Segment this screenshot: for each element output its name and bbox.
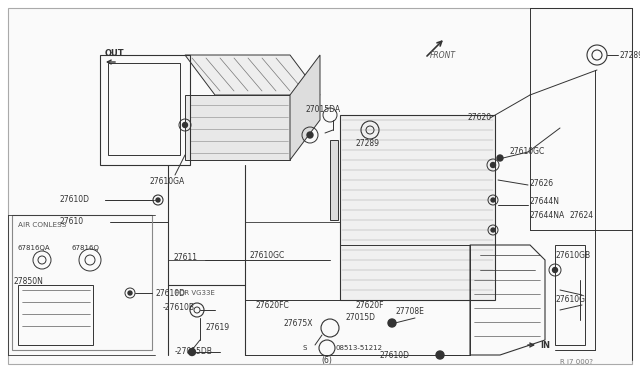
- Text: 67816QA: 67816QA: [18, 245, 51, 251]
- Text: 27289: 27289: [355, 138, 379, 148]
- Circle shape: [128, 291, 132, 295]
- Circle shape: [156, 198, 160, 202]
- Text: FOR VG33E: FOR VG33E: [175, 290, 215, 296]
- Polygon shape: [185, 95, 290, 160]
- Text: 27619: 27619: [205, 324, 229, 333]
- Circle shape: [490, 163, 495, 167]
- Text: -27015DB: -27015DB: [175, 347, 213, 356]
- Text: 27850N: 27850N: [14, 278, 44, 286]
- Bar: [108, 63, 180, 155]
- Text: 27620F: 27620F: [355, 301, 383, 310]
- Circle shape: [552, 267, 557, 273]
- Text: (6): (6): [321, 356, 332, 365]
- Text: 27675X: 27675X: [283, 318, 312, 327]
- Text: 27610D: 27610D: [380, 350, 410, 359]
- Text: 27610GC: 27610GC: [250, 250, 285, 260]
- Text: 27708E: 27708E: [395, 308, 424, 317]
- Text: -27610B: -27610B: [163, 304, 195, 312]
- Text: 27644N: 27644N: [530, 198, 560, 206]
- Circle shape: [491, 198, 495, 202]
- Circle shape: [307, 132, 313, 138]
- Bar: [18, 285, 93, 345]
- Text: 08513-51212: 08513-51212: [335, 345, 382, 351]
- Bar: [340, 115, 495, 300]
- Text: 27610: 27610: [60, 218, 84, 227]
- Text: R i7 000?: R i7 000?: [560, 359, 593, 365]
- Text: 27626: 27626: [530, 179, 554, 187]
- Text: 27610G: 27610G: [555, 295, 585, 305]
- Text: IN: IN: [540, 340, 550, 350]
- Text: 27610GC: 27610GC: [510, 148, 545, 157]
- Text: 27610GB: 27610GB: [555, 250, 590, 260]
- Text: 27610D: 27610D: [155, 289, 185, 298]
- Text: 27620FC: 27620FC: [255, 301, 289, 310]
- Circle shape: [388, 319, 396, 327]
- Text: 27610D: 27610D: [60, 196, 90, 205]
- Bar: [330, 140, 338, 220]
- Text: 27611: 27611: [174, 253, 198, 263]
- Text: S: S: [303, 345, 307, 351]
- Text: 27624: 27624: [570, 211, 594, 219]
- Text: 27620: 27620: [468, 112, 492, 122]
- Circle shape: [436, 351, 444, 359]
- Circle shape: [182, 122, 188, 128]
- Circle shape: [491, 228, 495, 232]
- Polygon shape: [290, 55, 320, 160]
- Polygon shape: [185, 55, 320, 95]
- Text: 27610GA: 27610GA: [150, 177, 185, 186]
- Circle shape: [189, 349, 195, 356]
- Text: FRONT: FRONT: [430, 51, 456, 60]
- Bar: [555, 245, 585, 345]
- Bar: [100, 55, 190, 165]
- Text: 27015D: 27015D: [345, 314, 375, 323]
- Text: 27644NA: 27644NA: [530, 211, 565, 219]
- Text: 27015DA: 27015DA: [305, 106, 340, 115]
- Text: AIR CONLESS: AIR CONLESS: [18, 222, 67, 228]
- Text: 67816Q: 67816Q: [72, 245, 100, 251]
- Circle shape: [497, 155, 503, 161]
- Text: OUT: OUT: [105, 48, 125, 58]
- Bar: [12, 215, 152, 350]
- Text: 27289+A: 27289+A: [620, 51, 640, 60]
